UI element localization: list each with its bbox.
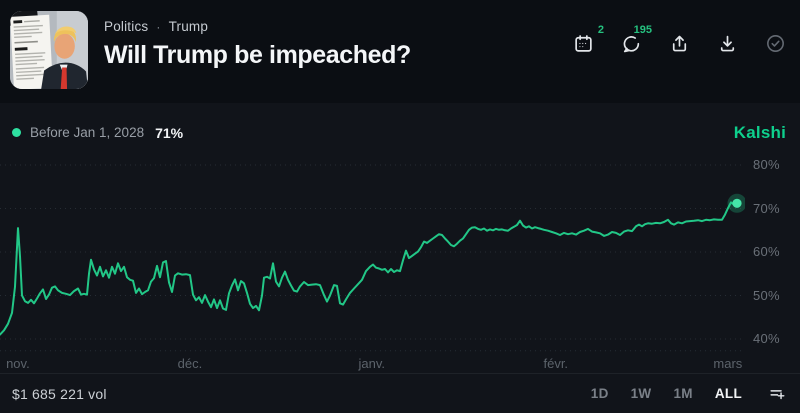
- comments-button[interactable]: 195: [621, 24, 652, 54]
- x-axis: nov. déc. janv. févr. mars: [0, 354, 745, 374]
- breadcrumb: Politics · Trump: [104, 19, 411, 34]
- range-selector: 1D 1W 1M ALL: [591, 385, 786, 403]
- trump-newspaper-image: [10, 11, 88, 89]
- playlist-add-icon: [770, 389, 785, 399]
- market-card: Before Jan 1, 2028 71% Kalshi 80% 70% 60…: [0, 103, 800, 413]
- breadcrumb-separator: ·: [156, 19, 161, 34]
- market-header: Politics · Trump Will Trump be impeached…: [0, 0, 800, 103]
- page-title: Will Trump be impeached?: [104, 41, 411, 69]
- current-price-dot: [732, 198, 742, 208]
- x-tick-fevr: févr.: [543, 356, 569, 371]
- y-tick-50: 50%: [753, 287, 780, 303]
- check-circle-icon: [767, 35, 784, 52]
- range-1d[interactable]: 1D: [590, 386, 609, 401]
- share-upload-icon: [672, 35, 687, 52]
- price-line-series: [0, 201, 738, 336]
- breadcrumb-subcategory[interactable]: Trump: [168, 19, 209, 34]
- comments-badge: 195: [633, 24, 652, 36]
- y-axis: 80% 70% 60% 50% 40%: [745, 148, 800, 358]
- y-tick-60: 60%: [753, 244, 780, 259]
- header-actions: 2 195: [573, 24, 786, 54]
- price-chart-svg[interactable]: [0, 148, 745, 358]
- legend-value: 71%: [155, 124, 184, 141]
- y-tick-70: 70%: [753, 200, 780, 216]
- y-tick-80: 80%: [753, 157, 780, 172]
- chart-footer: $1 685 221 vol 1D 1W 1M ALL: [0, 373, 800, 413]
- x-tick-dec: déc.: [177, 356, 203, 371]
- chart-header: Before Jan 1, 2028 71% Kalshi: [0, 103, 800, 148]
- chart-area[interactable]: 80% 70% 60% 50% 40% nov. déc. janv. févr…: [0, 148, 800, 376]
- calendar-icon: [575, 35, 592, 52]
- verify-button[interactable]: [765, 33, 786, 54]
- x-tick-nov: nov.: [6, 356, 30, 371]
- calendar-badge: 2: [597, 24, 604, 36]
- series-legend: Before Jan 1, 2028 71%: [12, 125, 183, 141]
- legend-dot: [12, 128, 21, 137]
- comment-icon: [623, 36, 640, 53]
- download-icon: [720, 35, 735, 52]
- download-button[interactable]: [717, 33, 738, 54]
- calendar-button[interactable]: 2: [573, 24, 604, 54]
- add-comparison-button[interactable]: [768, 385, 786, 403]
- x-tick-janv: janv.: [358, 356, 386, 371]
- legend-label: Before Jan 1, 2028: [30, 125, 145, 140]
- breadcrumb-category[interactable]: Politics: [104, 19, 149, 34]
- range-1w[interactable]: 1W: [630, 386, 652, 401]
- range-1m[interactable]: 1M: [673, 386, 693, 401]
- x-tick-mars: mars: [713, 356, 743, 371]
- share-button[interactable]: [669, 33, 690, 54]
- volume-label: $1 685 221 vol: [12, 385, 107, 402]
- kalshi-logo[interactable]: Kalshi: [733, 122, 786, 142]
- y-tick-40: 40%: [753, 331, 780, 346]
- range-all[interactable]: ALL: [714, 386, 742, 401]
- market-avatar: [10, 11, 88, 89]
